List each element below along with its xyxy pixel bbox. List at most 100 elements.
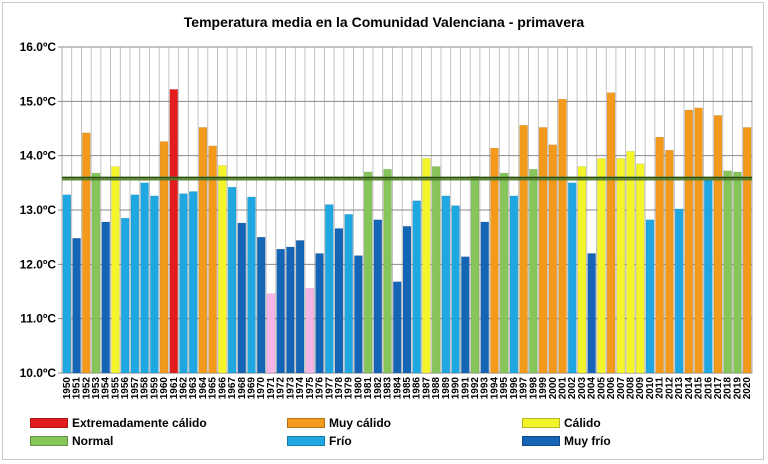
x-tick-label: 1982 (373, 377, 384, 400)
x-tick-label: 2004 (587, 377, 598, 400)
bar-1972 (276, 248, 285, 374)
x-tick-label: 1987 (421, 377, 432, 400)
x-tick-label: 1979 (344, 377, 355, 400)
bar-1952 (82, 132, 91, 374)
x-tick-label: 1969 (247, 377, 258, 400)
bar-1966 (218, 165, 227, 374)
bar-1963 (188, 191, 198, 374)
bar-1984 (393, 281, 402, 374)
x-tick-label: 2005 (596, 377, 607, 400)
bar-1977 (325, 204, 334, 374)
bar-1994 (490, 147, 499, 374)
x-tick-label: 1966 (217, 377, 228, 400)
bar-2019 (733, 171, 742, 374)
y-tick-label: 15.0ºC (20, 94, 57, 108)
x-tick-label: 1985 (402, 377, 413, 400)
x-tick-label: 2015 (694, 377, 705, 400)
bar-1950 (62, 194, 72, 374)
bar-1983 (383, 169, 392, 374)
bar-1955 (111, 166, 120, 374)
x-tick-label: 1986 (412, 377, 423, 400)
x-tick-label: 2014 (684, 377, 695, 400)
bar-2004 (587, 253, 596, 374)
bar-1970 (256, 236, 266, 374)
bar-2007 (616, 158, 626, 374)
bar-2009 (636, 163, 645, 374)
x-tick-label: 1988 (431, 377, 442, 400)
x-tick-label: 2003 (577, 377, 588, 400)
x-tick-label: 1976 (315, 377, 326, 400)
bar-2016 (704, 179, 713, 374)
bar-2020 (742, 127, 752, 374)
x-tick-label: 1991 (460, 377, 471, 400)
x-tick-label: 1983 (383, 377, 394, 400)
bar-1976 (315, 253, 324, 374)
bar-2010 (645, 219, 655, 374)
y-tick-label: 16.0ºC (20, 40, 57, 54)
bar-2015 (694, 107, 703, 374)
y-tick-label: 10.0ºC (20, 366, 57, 380)
bar-1996 (509, 195, 519, 374)
x-tick-label: 2001 (557, 377, 568, 400)
x-tick-label: 1954 (101, 377, 112, 400)
bar-1973 (286, 246, 295, 374)
x-tick-label: 1978 (334, 377, 345, 400)
x-tick-label: 1984 (392, 377, 403, 400)
bar-1993 (480, 221, 489, 374)
bar-1962 (179, 193, 188, 374)
x-tick-label: 2016 (703, 377, 714, 400)
x-tick-label: 1953 (91, 377, 102, 400)
bar-1991 (461, 256, 470, 374)
x-tick-label: 2020 (742, 377, 753, 400)
x-tick-label: 1995 (499, 377, 510, 400)
x-tick-label: 1956 (120, 377, 131, 400)
x-tick-label: 1951 (72, 377, 83, 400)
bar-1965 (208, 145, 217, 374)
x-tick-label: 1952 (81, 377, 92, 400)
x-tick-label: 1992 (470, 377, 481, 400)
bar-1992 (470, 176, 480, 374)
bar-1958 (140, 182, 149, 374)
x-tick-label: 2002 (567, 377, 578, 400)
x-tick-label: 1993 (480, 377, 491, 400)
bar-1997 (519, 124, 528, 374)
bar-2005 (597, 158, 606, 374)
bar-2008 (626, 151, 635, 374)
bar-1985 (402, 226, 412, 374)
bar-1968 (237, 222, 247, 374)
x-tick-label: 2006 (606, 377, 617, 400)
bar-2014 (684, 109, 694, 374)
y-tick-label: 13.0ºC (20, 203, 57, 217)
x-tick-label: 1964 (198, 377, 209, 400)
bar-1971 (266, 293, 276, 374)
x-tick-label: 1965 (208, 377, 219, 400)
bar-2012 (665, 149, 674, 374)
bar-1951 (72, 238, 81, 374)
x-tick-label: 1961 (169, 377, 180, 400)
x-tick-label: 1972 (276, 377, 287, 400)
x-tick-label: 1998 (528, 377, 539, 400)
bar-1986 (412, 200, 421, 374)
x-tick-label: 1975 (305, 377, 316, 400)
bar-1999 (538, 127, 548, 374)
x-tick-label: 2012 (664, 377, 675, 400)
y-tick-label: 12.0ºC (20, 257, 57, 271)
bar-2017 (713, 115, 723, 374)
bar-1959 (150, 195, 159, 374)
bar-1967 (227, 186, 237, 374)
x-tick-label: 1958 (140, 377, 151, 400)
bar-2018 (723, 170, 732, 374)
bar-2013 (674, 208, 684, 374)
x-tick-label: 1971 (266, 377, 277, 400)
bar-1954 (101, 221, 110, 374)
bar-2000 (548, 144, 558, 374)
bar-1953 (91, 172, 101, 374)
bar-1961 (169, 89, 178, 374)
bar-1975 (305, 287, 315, 374)
bar-2002 (567, 182, 577, 374)
bar-1989 (441, 195, 451, 374)
bar-1988 (431, 166, 441, 374)
x-tick-label: 2017 (713, 377, 724, 400)
x-tick-label: 1974 (295, 377, 306, 400)
